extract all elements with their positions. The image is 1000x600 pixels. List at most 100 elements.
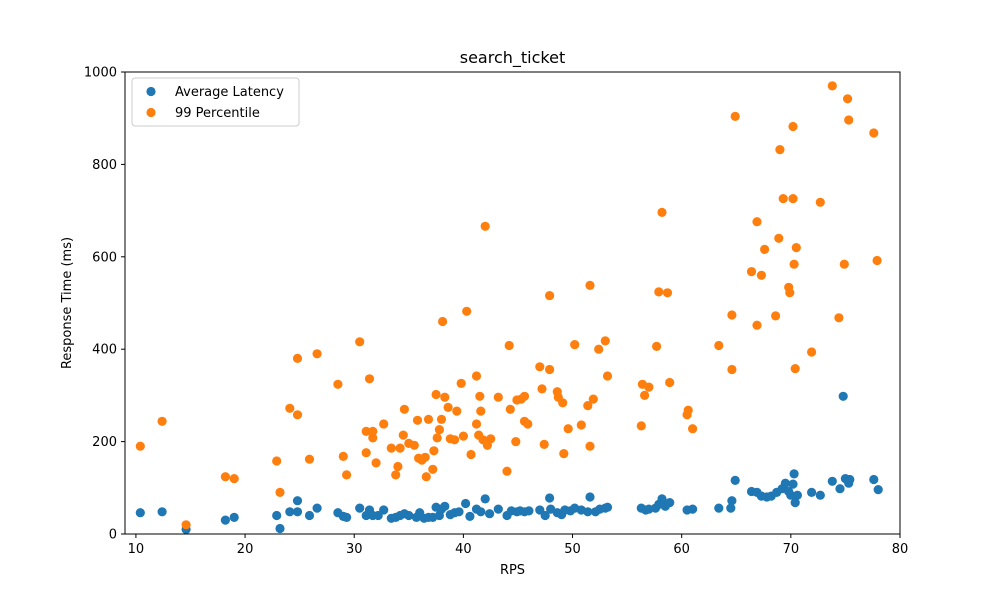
p99-point <box>475 391 485 401</box>
p99-point <box>220 472 230 482</box>
avg-latency-point <box>665 498 675 508</box>
p99-point <box>576 420 586 430</box>
p99-point <box>834 313 844 323</box>
p99-point <box>545 364 555 375</box>
p99-point <box>285 403 295 413</box>
p99-point <box>471 371 482 381</box>
p99-point <box>872 255 882 266</box>
p99-point <box>456 378 466 388</box>
p99-point <box>535 362 545 372</box>
p99-point <box>386 443 396 453</box>
p99-point <box>869 128 879 138</box>
p99-point <box>665 377 675 388</box>
p99-point <box>438 316 448 327</box>
p99-point <box>342 470 352 480</box>
avg-latency-point <box>157 507 167 517</box>
avg-latency-point <box>454 507 464 517</box>
avg-latency-point <box>726 503 736 513</box>
x-tick-label: 70 <box>783 542 800 557</box>
y-axis-label: Response Time (ms) <box>60 237 75 369</box>
p99-point <box>654 287 664 297</box>
p99-point <box>423 414 434 424</box>
p99-point <box>827 81 837 91</box>
p99-point <box>778 194 788 204</box>
avg-latency-point <box>845 474 855 485</box>
p99-point <box>558 398 568 408</box>
p99-point <box>395 443 405 453</box>
p99-point <box>333 379 343 389</box>
p99-point <box>272 456 282 466</box>
p99-point <box>585 441 595 451</box>
x-tick-label: 10 <box>128 542 145 557</box>
series-99-percentile <box>135 81 882 530</box>
p99-point <box>338 451 348 461</box>
avg-latency-point <box>404 510 414 521</box>
p99-point <box>421 472 431 482</box>
p99-point <box>432 433 442 443</box>
y-tick-label: 1000 <box>84 66 117 81</box>
p99-point <box>292 353 303 363</box>
plot-area <box>135 81 883 535</box>
avg-latency-point <box>220 515 230 525</box>
avg-latency-point <box>657 494 667 504</box>
avg-latency-point <box>272 510 282 521</box>
p99-point <box>229 474 239 484</box>
avg-latency-point <box>730 475 740 485</box>
avg-latency-point <box>688 504 698 514</box>
p99-point <box>790 364 800 374</box>
chart-title: search_ticket <box>460 48 565 68</box>
avg-latency-point <box>476 507 486 517</box>
p99-point <box>785 288 795 298</box>
avg-latency-point <box>461 498 471 509</box>
avg-latency-point <box>292 496 303 506</box>
avg-latency-point <box>714 503 724 513</box>
legend-label: Average Latency <box>175 85 284 100</box>
avg-latency-point <box>790 498 800 508</box>
p99-point <box>431 389 441 400</box>
p99-point <box>788 194 798 204</box>
avg-latency-point <box>788 479 798 489</box>
p99-point <box>502 466 512 476</box>
p99-point <box>585 280 595 290</box>
p99-point <box>602 371 613 381</box>
p99-point <box>436 414 447 424</box>
p99-point <box>450 435 460 445</box>
legend-marker <box>146 86 156 97</box>
x-tick-label: 20 <box>237 542 254 557</box>
p99-point <box>312 349 322 359</box>
avg-latency-point <box>838 391 848 401</box>
p99-point <box>412 415 423 425</box>
p99-point <box>760 244 770 254</box>
x-tick-label: 50 <box>564 542 581 557</box>
p99-point <box>371 458 381 468</box>
x-tick-label: 60 <box>673 542 690 557</box>
p99-point <box>727 310 737 320</box>
avg-latency-point <box>869 474 879 485</box>
p99-point <box>393 461 403 472</box>
p99-point <box>652 341 662 351</box>
x-tick-label: 40 <box>455 542 472 557</box>
p99-point <box>771 311 781 321</box>
p99-point <box>727 364 737 375</box>
p99-point <box>364 374 375 384</box>
p99-point <box>275 487 285 497</box>
p99-point <box>537 384 547 394</box>
p99-point <box>505 404 515 414</box>
avg-latency-point <box>540 510 550 521</box>
avg-latency-point <box>835 484 845 494</box>
p99-point <box>588 394 598 404</box>
p99-point <box>662 288 673 298</box>
legend-box <box>131 77 300 127</box>
p99-point <box>756 270 767 280</box>
p99-point <box>511 437 521 447</box>
p99-point <box>644 382 654 392</box>
x-tick-label: 80 <box>892 542 909 557</box>
p99-point <box>462 306 472 316</box>
p99-point <box>458 431 468 441</box>
avg-latency-point <box>440 501 450 511</box>
p99-point <box>657 207 667 217</box>
avg-latency-point <box>285 507 295 517</box>
p99-point <box>640 390 650 400</box>
p99-point <box>843 94 853 104</box>
